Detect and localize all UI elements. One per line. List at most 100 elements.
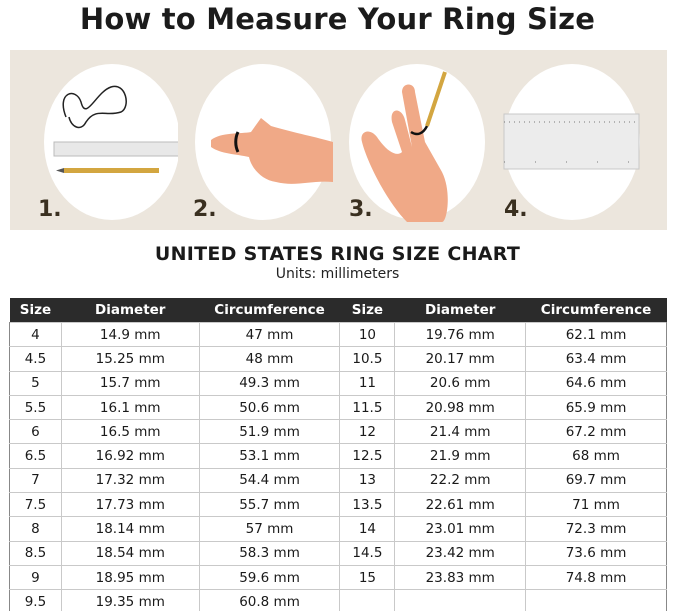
table-cell: 74.8 mm xyxy=(525,564,667,591)
step-number: 2. xyxy=(193,197,217,222)
table-cell: 57 mm xyxy=(198,516,341,542)
table-row: 8.5 18.54 mm 58.3 mm 14.5 23.42 mm 73.6 mm xyxy=(9,540,667,566)
table-cell: 16.92 mm xyxy=(60,443,200,469)
column-header: Diameter xyxy=(61,298,200,323)
table-row: 7 17.32 mm 54.4 mm 13 22.2 mm 69.7 mm xyxy=(9,467,667,494)
table-cell: 8 xyxy=(9,516,62,542)
table-cell: 9 xyxy=(9,564,62,591)
table-cell: 7 xyxy=(9,467,62,494)
table-cell: 67.2 mm xyxy=(525,419,667,445)
table-cell: 14.9 mm xyxy=(60,321,200,348)
table-cell: 18.54 mm xyxy=(60,540,200,566)
table-cell: 5 xyxy=(9,370,62,396)
table-cell: 18.14 mm xyxy=(60,516,200,542)
table-cell: 4 xyxy=(9,321,62,348)
table-cell: 13.5 xyxy=(339,492,396,518)
table-cell: 62.1 mm xyxy=(525,321,667,348)
table-cell: 23.01 mm xyxy=(394,516,527,542)
table-cell: 73.6 mm xyxy=(525,540,667,566)
table-cell: 18.95 mm xyxy=(60,564,200,591)
chart-heading: UNITED STATES RING SIZE CHART xyxy=(154,243,521,265)
table-cell: 16.1 mm xyxy=(60,394,200,421)
table-cell: 71 mm xyxy=(525,492,667,518)
table-cell: 63.4 mm xyxy=(525,346,667,372)
string-around-finger-icon xyxy=(195,64,333,220)
table-cell: 60.8 mm xyxy=(198,589,341,611)
table-cell: 55.7 mm xyxy=(198,492,341,518)
column-header: Diameter xyxy=(394,298,526,323)
step-3: 3. xyxy=(347,62,489,222)
table-cell: 17.73 mm xyxy=(60,492,200,518)
table-cell: 13 xyxy=(339,467,396,494)
table-row: 9 18.95 mm 59.6 mm 15 23.83 mm 74.8 mm xyxy=(9,564,667,591)
table-cell: 10 xyxy=(339,321,396,348)
table-cell: 9.5 xyxy=(9,589,62,611)
table-cell xyxy=(339,589,396,611)
table-row: 5.5 16.1 mm 50.6 mm 11.5 20.98 mm 65.9 mm xyxy=(9,394,667,421)
table-cell: 54.4 mm xyxy=(198,467,341,494)
table-cell: 19.35 mm xyxy=(60,589,200,611)
table-cell: 14 xyxy=(339,516,396,542)
table-cell: 5.5 xyxy=(9,394,62,421)
table-cell xyxy=(525,589,667,611)
table-cell: 22.61 mm xyxy=(394,492,527,518)
column-header: Circumference xyxy=(525,298,667,323)
table-cell: 21.4 mm xyxy=(394,419,527,445)
table-cell: 7.5 xyxy=(9,492,62,518)
measure-on-ruler-icon xyxy=(503,64,640,220)
table-cell: 17.32 mm xyxy=(60,467,200,494)
table-cell xyxy=(394,589,527,611)
table-cell: 72.3 mm xyxy=(525,516,667,542)
table-cell: 51.9 mm xyxy=(198,419,341,445)
ring-size-table: Size Diameter Circumference Size Diameter Cir… xyxy=(9,298,667,611)
chart-units: Units: millimeters xyxy=(275,266,400,282)
table-cell: 68 mm xyxy=(525,443,667,469)
table-cell: 6.5 xyxy=(9,443,62,469)
table-cell: 16.5 mm xyxy=(60,419,200,445)
table-cell: 50.6 mm xyxy=(198,394,341,421)
mark-string-with-pencil-icon xyxy=(349,64,485,222)
table-cell: 4.5 xyxy=(9,346,62,372)
table-cell: 19.76 mm xyxy=(394,321,527,348)
table-cell: 65.9 mm xyxy=(525,394,667,421)
table-cell: 15.25 mm xyxy=(60,346,200,372)
table-cell: 14.5 xyxy=(339,540,396,566)
table-cell: 12 xyxy=(339,419,396,445)
table-cell: 12.5 xyxy=(339,443,396,469)
table-row: 6.5 16.92 mm 53.1 mm 12.5 21.9 mm 68 mm xyxy=(9,443,667,469)
column-header: Circumference xyxy=(199,298,340,323)
table-cell: 47 mm xyxy=(198,321,341,348)
table-row: 7.5 17.73 mm 55.7 mm 13.5 22.61 mm 71 mm xyxy=(9,492,667,518)
table-header-row: Size Diameter Circumference Size Diameter Cir… xyxy=(9,298,667,323)
table-cell: 15 xyxy=(339,564,396,591)
step-1: 1. xyxy=(36,62,178,222)
step-number: 4. xyxy=(504,197,528,222)
table-cell: 48 mm xyxy=(198,346,341,372)
column-header: Size xyxy=(9,298,62,323)
table-cell: 15.7 mm xyxy=(60,370,200,396)
column-header: Size xyxy=(339,298,395,323)
step-4: 4. xyxy=(502,62,644,222)
table-cell: 21.9 mm xyxy=(394,443,527,469)
table-cell: 20.6 mm xyxy=(394,370,527,396)
table-cell: 64.6 mm xyxy=(525,370,667,396)
measuring-steps-panel: 1. 2. 3. 4. xyxy=(10,50,667,230)
table-cell: 20.17 mm xyxy=(394,346,527,372)
table-cell: 22.2 mm xyxy=(394,467,527,494)
table-cell: 11 xyxy=(339,370,396,396)
table-cell: 23.42 mm xyxy=(394,540,527,566)
page-title: How to Measure Your Ring Size xyxy=(79,2,596,36)
table-cell: 49.3 mm xyxy=(198,370,341,396)
table-row: 9.5 19.35 mm 60.8 mm xyxy=(9,589,667,611)
table-cell: 23.83 mm xyxy=(394,564,527,591)
step-number: 1. xyxy=(38,197,62,222)
table-cell: 6 xyxy=(9,419,62,445)
table-cell: 53.1 mm xyxy=(198,443,341,469)
table-row: 4.5 15.25 mm 48 mm 10.5 20.17 mm 63.4 mm xyxy=(9,346,667,372)
table-cell: 20.98 mm xyxy=(394,394,527,421)
step-number: 3. xyxy=(349,197,373,222)
table-row: 6 16.5 mm 51.9 mm 12 21.4 mm 67.2 mm xyxy=(9,419,667,445)
step-2: 2. xyxy=(191,62,333,222)
table-cell: 10.5 xyxy=(339,346,396,372)
